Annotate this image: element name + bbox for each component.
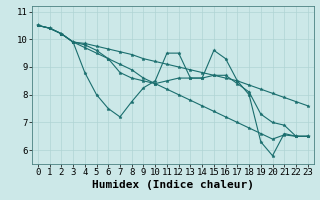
X-axis label: Humidex (Indice chaleur): Humidex (Indice chaleur) xyxy=(92,180,254,190)
